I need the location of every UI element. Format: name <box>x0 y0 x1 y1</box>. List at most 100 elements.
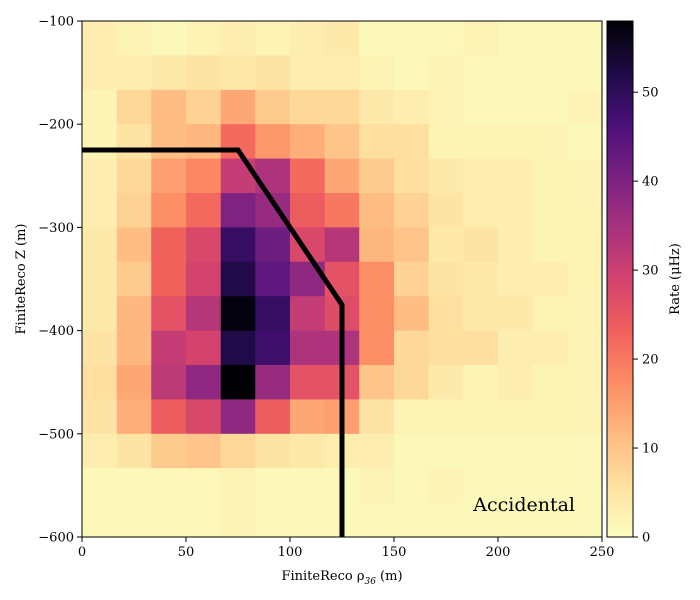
heatmap-cell <box>498 158 534 194</box>
heatmap-cell <box>394 21 430 56</box>
heatmap-cell <box>82 124 118 160</box>
heatmap-cell <box>186 21 222 56</box>
heatmap-cell <box>359 296 395 332</box>
heatmap-cell <box>394 468 430 504</box>
heatmap-cell <box>428 433 464 469</box>
heatmap-cell <box>186 261 222 297</box>
heatmap-cell <box>186 158 222 194</box>
heatmap-cell <box>116 261 152 297</box>
heatmap-cell <box>359 227 395 263</box>
heatmap-cell <box>324 193 360 228</box>
x-tick-label: 50 <box>178 545 195 560</box>
heatmap-cell <box>532 261 568 297</box>
heatmap-cell <box>394 364 430 401</box>
heatmap-cell <box>567 364 603 401</box>
heatmap-cell <box>255 89 291 125</box>
heatmap-cell <box>532 296 568 332</box>
heatmap-cell <box>290 433 326 469</box>
y-tick-label: −300 <box>38 221 74 236</box>
fiducial-boundary-line <box>82 147 345 537</box>
heatmap-cell <box>567 433 603 469</box>
heatmap-cell <box>324 55 360 91</box>
heatmap-cell <box>567 261 603 297</box>
y-axis-label: FiniteReco Z (m) <box>14 224 29 335</box>
heatmap-cell <box>359 261 395 297</box>
x-tick-label: 100 <box>278 545 303 560</box>
heatmap-cell <box>359 468 395 504</box>
heatmap-cell <box>220 296 256 332</box>
heatmap-cell <box>324 227 360 263</box>
heatmap-cell <box>151 296 187 332</box>
heatmap-cell <box>324 21 360 56</box>
heatmap-cell <box>220 399 256 435</box>
heatmap-cell <box>359 193 395 228</box>
heatmap-cell <box>116 158 152 194</box>
y-tick-label: −500 <box>38 427 74 442</box>
heatmap-cell <box>498 468 534 504</box>
x-axis-ticks: 0 50 100 150 200 250 <box>78 537 615 560</box>
heatmap-cell <box>567 158 603 194</box>
heatmap-cell <box>394 261 430 297</box>
heatmap-cell <box>151 21 187 56</box>
heatmap-cell <box>290 261 326 297</box>
heatmap-cell <box>220 433 256 469</box>
heatmap-cell <box>255 21 291 56</box>
heatmap-cell <box>532 399 568 435</box>
heatmap-cell <box>220 193 256 228</box>
heatmap-cell <box>290 364 326 401</box>
heatmap-cell <box>186 364 222 401</box>
y-axis-ticks: −100 −200 −300 −400 −500 −600 <box>38 15 82 546</box>
heatmap-cell <box>428 158 464 194</box>
heatmap-cell <box>394 227 430 263</box>
heatmap-cell <box>463 261 499 297</box>
heatmap-cell <box>151 261 187 297</box>
heatmap-cell <box>532 227 568 263</box>
heatmap-cell <box>498 55 534 91</box>
heatmap-cell <box>463 227 499 263</box>
heatmap-cell <box>567 227 603 263</box>
heatmap-cell <box>359 124 395 160</box>
x-axis-label-unit: (m) <box>376 569 403 584</box>
heatmap-cell <box>186 399 222 435</box>
heatmap-cell <box>82 158 118 194</box>
heatmap-cell <box>428 124 464 160</box>
heatmap-cell <box>151 502 187 538</box>
x-axis-label: FiniteReco ρ36 (m) <box>281 569 402 587</box>
heatmap-cell <box>359 399 395 435</box>
heatmap-cell <box>290 193 326 228</box>
heatmap-cell <box>116 193 152 228</box>
heatmap-cell <box>255 399 291 435</box>
heatmap-cell <box>567 193 603 228</box>
heatmap-cell <box>220 330 256 366</box>
heatmap-cell <box>463 364 499 401</box>
heatmap-cell <box>567 124 603 160</box>
heatmap-cell <box>394 89 430 125</box>
heatmap-cell <box>532 21 568 56</box>
heatmap-cell <box>359 502 395 538</box>
heatmap-cell <box>532 55 568 91</box>
heatmap-cell <box>82 89 118 125</box>
heatmap-cell <box>428 89 464 125</box>
heatmap-cell <box>220 89 256 125</box>
heatmap-cell <box>290 21 326 56</box>
heatmap-cell <box>151 158 187 194</box>
heatmap-cell <box>498 227 534 263</box>
x-tick-label: 250 <box>590 545 615 560</box>
heatmap-cell <box>116 55 152 91</box>
heatmap-cell <box>116 399 152 435</box>
heatmap-cell <box>463 21 499 56</box>
heatmap-cell <box>463 433 499 469</box>
heatmap-cell <box>428 399 464 435</box>
x-tick-label: 200 <box>486 545 511 560</box>
heatmap-cell <box>428 364 464 401</box>
heatmap-cell <box>116 433 152 469</box>
heatmap-cell <box>220 261 256 297</box>
heatmap-cell <box>255 227 291 263</box>
colorbar-tick-label: 20 <box>642 353 659 368</box>
heatmap-cell <box>255 55 291 91</box>
heatmap-cell <box>255 158 291 194</box>
heatmap-cell <box>394 193 430 228</box>
heatmap-cell <box>567 468 603 504</box>
heatmap-cell <box>255 433 291 469</box>
heatmap-cell <box>151 55 187 91</box>
